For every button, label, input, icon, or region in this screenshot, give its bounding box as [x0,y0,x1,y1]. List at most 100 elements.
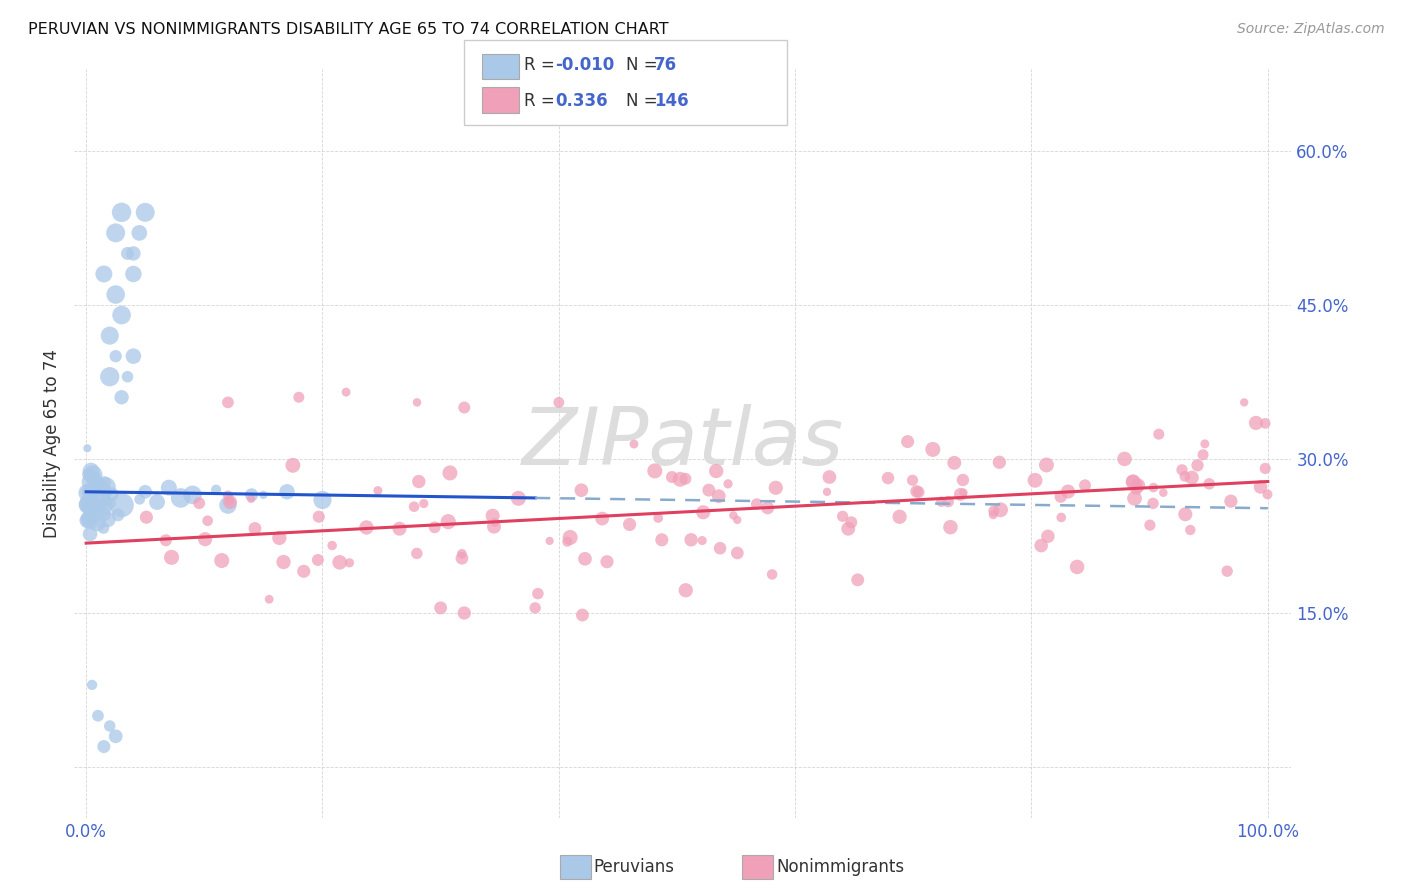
Text: PERUVIAN VS NONIMMIGRANTS DISABILITY AGE 65 TO 74 CORRELATION CHART: PERUVIAN VS NONIMMIGRANTS DISABILITY AGE… [28,22,669,37]
Point [1180,523,1202,537]
Point [765,481,787,495]
Point [90,491,112,506]
Point [98,369,121,384]
Point [527,586,550,600]
Point [1194,437,1216,451]
Point [439,466,461,480]
Point [197,514,219,528]
Point [252,488,274,502]
Point [86,516,108,530]
Point [889,509,911,524]
Point [122,246,145,260]
Point [76,486,98,500]
Point [423,520,446,534]
Point [1142,496,1164,510]
Point [1174,469,1197,483]
Point [437,515,460,529]
Point [79,498,101,512]
Point [661,470,683,484]
Point [211,553,233,567]
Point [405,546,427,560]
Point [122,349,145,363]
Text: 76: 76 [654,56,676,74]
Point [647,511,669,525]
Point [367,483,389,498]
Point [217,488,239,502]
Point [93,267,115,281]
Point [451,547,474,561]
Point [1219,494,1241,508]
Point [1181,470,1204,484]
Point [339,556,361,570]
Point [111,498,134,512]
Text: 0.336: 0.336 [555,92,607,110]
Point [335,385,357,400]
Point [146,495,169,509]
Point [104,729,127,743]
Point [135,510,157,524]
Point [269,531,291,545]
Point [482,519,505,533]
Point [82,483,104,498]
Point [94,493,117,508]
Point [87,708,110,723]
Point [257,592,280,607]
Point [388,522,411,536]
Point [1074,478,1097,492]
Point [104,287,127,301]
Point [1244,416,1267,430]
Point [218,494,240,508]
Point [80,494,103,508]
Point [1126,476,1149,491]
Point [596,555,619,569]
Point [745,497,768,511]
Point [86,478,108,492]
Point [97,512,120,526]
Point [931,494,953,508]
Point [321,539,343,553]
Point [77,494,100,508]
Point [619,517,641,532]
Point [558,531,581,545]
Point [1139,518,1161,533]
Text: Nonimmigrants: Nonimmigrants [776,858,904,876]
Text: R =: R = [524,92,561,110]
Point [76,442,98,456]
Point [308,509,330,524]
Point [76,513,98,527]
Point [1174,508,1197,522]
Point [1256,487,1278,501]
Point [571,483,593,498]
Point [134,484,156,499]
Point [1250,480,1272,494]
Point [86,501,108,516]
Point [82,503,104,517]
Point [169,491,191,505]
Point [508,491,530,506]
Y-axis label: Disability Age 65 to 74: Disability Age 65 to 74 [44,349,60,538]
Point [723,508,745,523]
Point [104,226,127,240]
Point [406,395,429,409]
Point [110,390,132,404]
Point [273,555,295,569]
Point [117,246,139,260]
Point [77,491,100,506]
Point [644,464,666,478]
Point [538,533,561,548]
Point [761,567,783,582]
Point [205,483,228,497]
Point [104,349,127,363]
Point [981,508,1004,522]
Point [717,476,740,491]
Point [921,442,943,457]
Point [524,600,547,615]
Point [76,491,98,506]
Point [98,719,121,733]
Point [675,583,697,598]
Point [93,475,115,490]
Point [1254,417,1277,431]
Point [356,520,378,534]
Point [219,495,242,509]
Point [651,533,673,547]
